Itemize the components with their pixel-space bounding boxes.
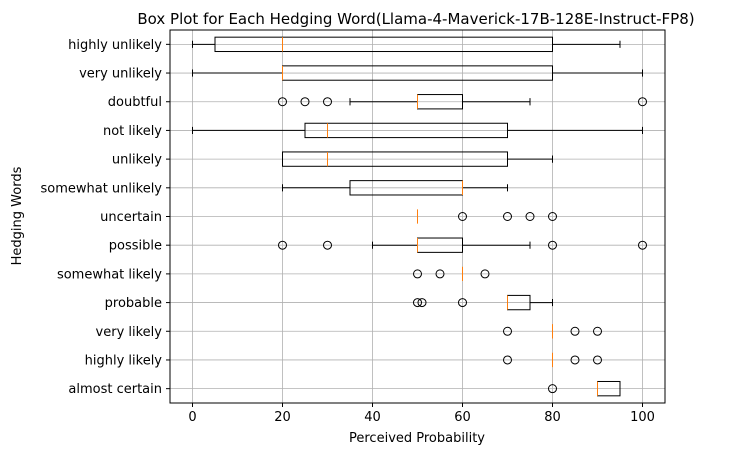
x-tick-label: 60 — [454, 410, 471, 425]
flier-point — [503, 326, 512, 336]
flier-point — [638, 97, 647, 107]
flier-point — [570, 355, 580, 365]
flier-point — [525, 212, 535, 221]
flier-point — [417, 298, 427, 308]
flier-point — [503, 355, 512, 365]
flier-point — [413, 269, 422, 279]
y-tick-label: uncertain — [100, 210, 162, 225]
y-tick-label: possible — [109, 239, 162, 254]
y-tick-label: unlikely — [112, 153, 162, 168]
flier-point — [548, 240, 557, 250]
flier-point — [278, 240, 287, 250]
flier-point — [548, 212, 557, 221]
flier-point — [278, 97, 287, 107]
y-tick-label: very unlikely — [79, 67, 162, 82]
box-group — [192, 122, 643, 139]
box-group — [503, 324, 602, 339]
box-group — [282, 151, 553, 167]
flier-point — [570, 326, 580, 336]
box-group — [548, 380, 621, 397]
box-group — [417, 209, 557, 224]
marks-layer — [192, 36, 647, 397]
x-axis-label: Perceived Probability — [349, 431, 485, 446]
chart-title: Box Plot for Each Hedging Word(Llama-4-M… — [137, 10, 694, 28]
y-tick-label: doubtful — [108, 95, 162, 110]
flier-point — [503, 212, 512, 221]
flier-point — [435, 269, 445, 279]
x-tick-label: 100 — [630, 410, 655, 425]
y-tick-label: almost certain — [68, 382, 162, 397]
box-group — [192, 65, 643, 81]
flier-point — [323, 240, 332, 250]
flier-point — [548, 384, 557, 394]
y-axis-label: Hedging Words — [10, 166, 25, 265]
flier-point — [480, 269, 490, 279]
x-tick-label: 80 — [544, 410, 561, 425]
x-tick-label: 0 — [188, 410, 196, 425]
y-tick-label: highly unlikely — [68, 38, 162, 53]
x-tick-label: 20 — [274, 410, 291, 425]
y-tick-label: very likely — [96, 325, 163, 340]
box-group — [282, 180, 508, 196]
iqr-box — [282, 151, 508, 167]
box-group — [413, 266, 490, 282]
y-tick-label: probable — [105, 296, 162, 311]
flier-point — [638, 240, 647, 250]
x-tick-label: 40 — [364, 410, 381, 425]
y-tick-label: not likely — [103, 124, 162, 139]
iqr-box — [214, 36, 553, 53]
box-group — [278, 94, 647, 110]
y-tick-label: somewhat unlikely — [40, 181, 162, 196]
box-group — [503, 352, 602, 368]
axes-layer: 0 20 40 60 80 100 highly unlikely very unlikely… — [40, 38, 654, 425]
flier-point — [458, 212, 467, 221]
y-tick-label: somewhat likely — [57, 267, 162, 282]
flier-point — [593, 355, 602, 365]
y-tick-label: highly likely — [85, 353, 163, 368]
flier-point — [300, 97, 310, 107]
iqr-box — [304, 122, 508, 139]
box-group — [413, 294, 553, 311]
box-group — [192, 36, 621, 53]
box-group — [278, 237, 647, 253]
flier-point — [593, 326, 602, 336]
flier-point — [413, 298, 422, 308]
flier-point — [323, 97, 332, 107]
flier-point — [458, 298, 467, 308]
